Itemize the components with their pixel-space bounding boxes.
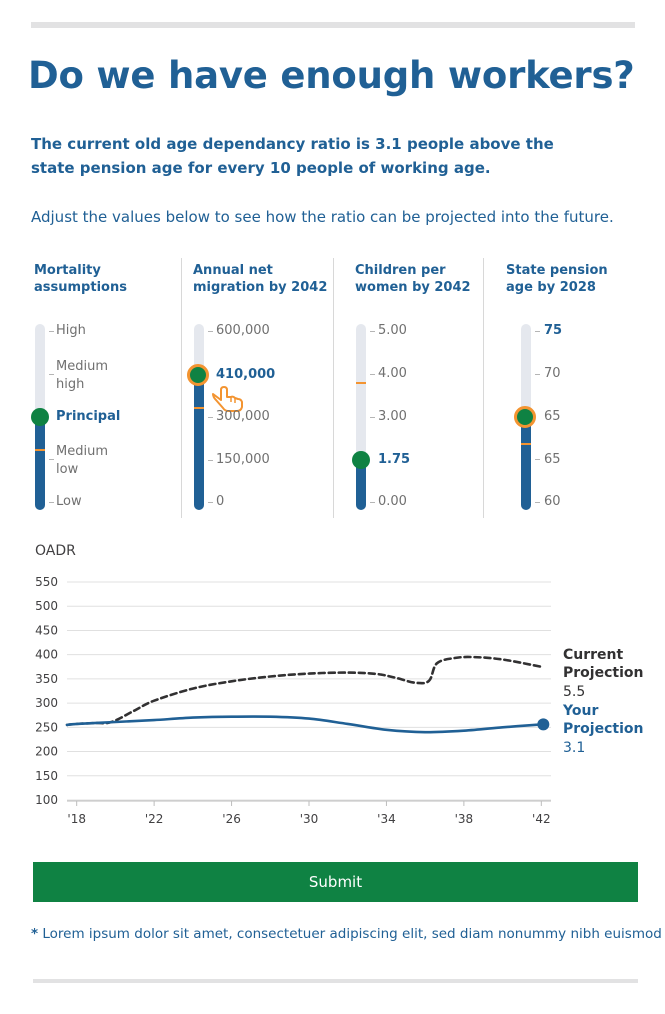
x-tick-label: '34: [377, 812, 396, 826]
y-tick-label: 400: [35, 648, 58, 662]
bottom-divider: [33, 979, 638, 983]
legend-your-value: 3.1: [563, 740, 586, 756]
tick-label: 300,000: [216, 409, 270, 424]
tick: [49, 374, 54, 375]
y-tick-label: 300: [35, 696, 58, 710]
tick: [208, 331, 213, 332]
your-projection-line: [65, 715, 543, 734]
tick: [208, 417, 213, 418]
option-medium-low[interactable]: Medium low: [56, 444, 108, 477]
pension-current-marker: [521, 443, 531, 445]
intro-text: The current old age dependancy ratio is …: [31, 135, 554, 177]
x-tick-label: '26: [222, 812, 241, 826]
legend-your-projection: Your Projection: [563, 703, 644, 737]
divider: [483, 258, 484, 518]
migration-slider-fill: [194, 375, 204, 510]
tick: [370, 502, 375, 503]
y-tick-label: 350: [35, 672, 58, 686]
mortality-title: Mortality assumptions: [34, 263, 127, 295]
tick-label: 65: [544, 452, 561, 467]
tick: [208, 460, 213, 461]
divider: [333, 258, 334, 518]
tick: [535, 331, 540, 332]
migration-slider-handle[interactable]: [187, 364, 209, 386]
legend-current-value: 5.5: [563, 684, 586, 700]
y-tick-label: 450: [35, 623, 58, 637]
tick: [535, 502, 540, 503]
option-high[interactable]: High: [56, 323, 86, 338]
tick: [370, 331, 375, 332]
y-tick-label: 200: [35, 745, 58, 759]
tick: [370, 417, 375, 418]
tick: [49, 331, 54, 332]
tick: [535, 459, 540, 460]
current-projection-line: [65, 655, 543, 727]
tick-label: 70: [544, 366, 561, 381]
mortality-slider-handle[interactable]: [31, 408, 49, 426]
tick: [208, 502, 213, 503]
mortality-slider-fill: [35, 417, 45, 510]
y-tick-label: 250: [35, 720, 58, 734]
tick: [49, 502, 54, 503]
tick: [370, 374, 375, 375]
migration-current-marker: [194, 407, 204, 409]
your-projection-endpoint: [537, 718, 550, 731]
tick-label: 150,000: [216, 452, 270, 467]
footnote-star: *: [31, 926, 39, 942]
top-divider: [31, 22, 635, 28]
tick-label: 0.00: [378, 494, 407, 509]
tick-label: 65: [544, 409, 561, 424]
migration-title: Annual net migration by 2042: [193, 263, 328, 295]
migration-slider-track[interactable]: [194, 324, 204, 510]
x-tick-label: '18: [67, 812, 86, 826]
legend-current-projection: Current Projection: [563, 647, 644, 681]
option-medium-high[interactable]: Medium high: [56, 359, 108, 392]
tick-label: 0: [216, 494, 225, 509]
option-low[interactable]: Low: [56, 494, 82, 509]
instruction-text: Adjust the values below to see how the r…: [31, 208, 614, 226]
x-tick-label: '22: [145, 812, 164, 826]
selected-value: 1.75: [378, 452, 411, 467]
x-tick-label: '42: [532, 812, 551, 826]
tick-label: 600,000: [216, 323, 270, 338]
pension-slider-handle[interactable]: [514, 406, 536, 428]
tick: [535, 374, 540, 375]
tick: [49, 459, 54, 460]
pension-slider-fill: [521, 417, 531, 510]
children-slider-track[interactable]: [356, 324, 366, 510]
pension-title: State pension age by 2028: [506, 263, 608, 295]
option-principal[interactable]: Principal: [56, 409, 121, 424]
children-slider-handle[interactable]: [352, 451, 370, 469]
tick-label: 5.00: [378, 323, 407, 338]
submit-button[interactable]: Submit: [33, 862, 638, 902]
pointer-hand-icon: [212, 386, 243, 412]
footnote-text: Lorem ipsum dolor sit amet, consectetuer…: [38, 926, 662, 942]
x-tick-label: '30: [300, 812, 319, 826]
children-title: Children per women by 2042: [355, 263, 471, 295]
tick-label: 75: [544, 323, 563, 338]
footnote: * Lorem ipsum dolor sit amet, consectetu…: [31, 926, 662, 942]
y-tick-label: 500: [35, 599, 58, 613]
tick-label: 60: [544, 494, 561, 509]
divider: [181, 258, 182, 518]
y-tick-label: 100: [35, 793, 58, 807]
y-tick-label: 150: [35, 769, 58, 783]
oadr-line-chart: 100 150 200 250 300 350 400 450 500 550 '18 '22 '26 '…: [35, 575, 551, 826]
y-tick-label: 550: [35, 575, 58, 589]
tick-label: 4.00: [378, 366, 407, 381]
selected-value: 410,000: [216, 367, 276, 382]
mortality-current-marker: [35, 449, 45, 451]
x-tick-label: '38: [455, 812, 474, 826]
children-current-marker: [356, 382, 366, 384]
chart-y-label: OADR: [35, 543, 76, 559]
children-slider-fill: [356, 460, 366, 510]
tick-label: 3.00: [378, 409, 407, 424]
page-title: Do we have enough workers?: [28, 54, 635, 97]
